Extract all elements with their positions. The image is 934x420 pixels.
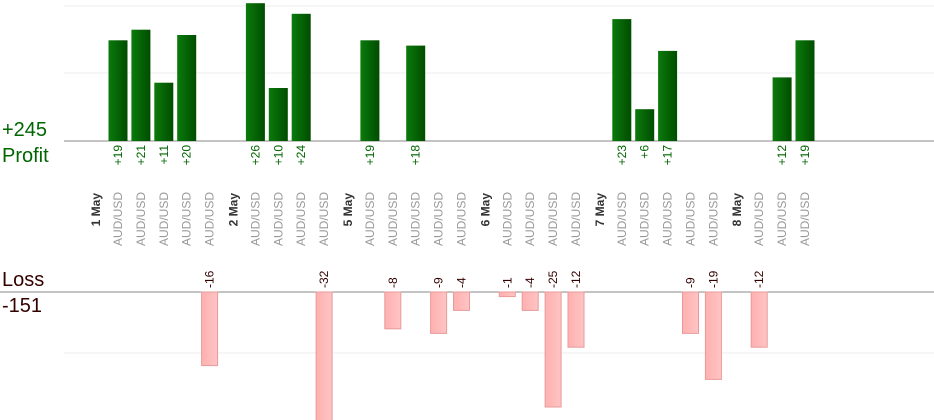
loss-bar bbox=[498, 291, 516, 298]
profit-total: +245 bbox=[2, 119, 48, 141]
pair-label: AUD/USD bbox=[409, 192, 423, 246]
pair-label: AUD/USD bbox=[638, 192, 652, 246]
profit-value-label: +21 bbox=[134, 145, 148, 166]
pair-label: AUD/USD bbox=[134, 192, 148, 246]
profit-bar bbox=[360, 40, 380, 141]
pair-label: AUD/USD bbox=[661, 192, 675, 246]
loss-bar bbox=[682, 291, 699, 334]
pair-label: AUD/USD bbox=[363, 192, 377, 246]
profit-bar bbox=[131, 29, 151, 142]
profit-value-label: +26 bbox=[248, 145, 262, 166]
profit-value-label: +12 bbox=[775, 145, 789, 166]
loss-value-label: -19 bbox=[706, 270, 720, 288]
profit-value-label: +23 bbox=[615, 145, 629, 166]
profit-value-label: +19 bbox=[111, 145, 125, 166]
loss-value-label: -32 bbox=[317, 270, 331, 288]
profit-value-label: +19 bbox=[363, 145, 377, 166]
loss-bar bbox=[704, 291, 722, 380]
loss-bar bbox=[315, 291, 333, 420]
pair-label: AUD/USD bbox=[798, 192, 812, 246]
profit-value-label: +24 bbox=[294, 145, 308, 166]
pair-label: AUD/USD bbox=[706, 192, 720, 246]
pair-label: AUD/USD bbox=[317, 192, 331, 246]
pair-label: AUD/USD bbox=[294, 192, 308, 246]
date-label: 6 May bbox=[478, 193, 492, 227]
loss-bar bbox=[430, 291, 448, 334]
loss-bar bbox=[201, 291, 219, 367]
profit-value-label: +18 bbox=[409, 145, 423, 166]
profit-label: Profit bbox=[2, 145, 49, 167]
pair-label: AUD/USD bbox=[111, 192, 125, 246]
profit-bar bbox=[658, 50, 678, 141]
pair-label: AUD/USD bbox=[432, 192, 446, 246]
date-label: 7 May bbox=[593, 193, 607, 227]
loss-bar bbox=[521, 291, 539, 311]
pair-label: AUD/USD bbox=[455, 192, 469, 246]
profit-bar bbox=[177, 35, 197, 141]
date-label: 2 May bbox=[226, 193, 240, 227]
profit-bar bbox=[795, 40, 815, 141]
loss-bar bbox=[567, 291, 585, 348]
profit-value-label: +10 bbox=[271, 145, 285, 166]
loss-value-label: -4 bbox=[455, 277, 469, 288]
pair-label: AUD/USD bbox=[569, 192, 583, 246]
date-label: 8 May bbox=[730, 193, 744, 227]
profit-value-label: +17 bbox=[661, 145, 675, 166]
loss-value-label: -9 bbox=[684, 277, 698, 288]
profit-bar bbox=[245, 3, 265, 142]
loss-bar bbox=[750, 291, 768, 348]
loss-value-label: -1 bbox=[500, 277, 514, 288]
pair-label: AUD/USD bbox=[271, 192, 285, 246]
pair-label: AUD/USD bbox=[500, 192, 514, 246]
profit-bar bbox=[406, 45, 426, 141]
pair-label: AUD/USD bbox=[775, 192, 789, 246]
pair-label: AUD/USD bbox=[248, 192, 262, 246]
profit-bar bbox=[154, 82, 174, 141]
pair-label: AUD/USD bbox=[386, 192, 400, 246]
date-label: 5 May bbox=[341, 193, 355, 227]
loss-label: Loss bbox=[2, 269, 45, 291]
date-label: 1 May bbox=[89, 193, 103, 227]
profit-bar bbox=[268, 88, 288, 141]
pair-label: AUD/USD bbox=[546, 192, 560, 246]
pair-label: AUD/USD bbox=[523, 192, 537, 246]
loss-bar bbox=[544, 291, 562, 408]
profit-value-label: +11 bbox=[157, 145, 171, 165]
profit-bar bbox=[612, 19, 632, 142]
pair-label: AUD/USD bbox=[180, 192, 194, 246]
loss-value-label: -4 bbox=[523, 277, 537, 288]
profit-bar bbox=[635, 109, 655, 141]
loss-bar bbox=[453, 291, 470, 311]
loss-bar bbox=[384, 291, 402, 330]
loss-value-label: -8 bbox=[386, 277, 400, 288]
loss-value-label: -12 bbox=[569, 270, 583, 288]
loss-value-label: -25 bbox=[546, 270, 560, 288]
pair-label: AUD/USD bbox=[752, 192, 766, 246]
loss-value-label: -12 bbox=[752, 270, 766, 288]
pair-label: AUD/USD bbox=[157, 192, 171, 246]
pair-label: AUD/USD bbox=[684, 192, 698, 246]
bars bbox=[108, 3, 815, 420]
loss-total: -151 bbox=[2, 295, 43, 317]
loss-value-label: -9 bbox=[432, 277, 446, 288]
loss-value-label: -16 bbox=[203, 270, 217, 288]
profit-value-label: +6 bbox=[638, 145, 652, 159]
profit-bar bbox=[291, 13, 311, 141]
pair-label: AUD/USD bbox=[615, 192, 629, 246]
pair-label: AUD/USD bbox=[203, 192, 217, 246]
profit-bar bbox=[772, 77, 792, 141]
profit-bar bbox=[108, 40, 128, 141]
profit-value-label: +19 bbox=[798, 145, 812, 166]
labels: 1 May AUD/USD +19 AUD/USD +21 AUD/USD +11 AUD/U… bbox=[89, 145, 812, 288]
profit-value-label: +20 bbox=[180, 145, 194, 166]
